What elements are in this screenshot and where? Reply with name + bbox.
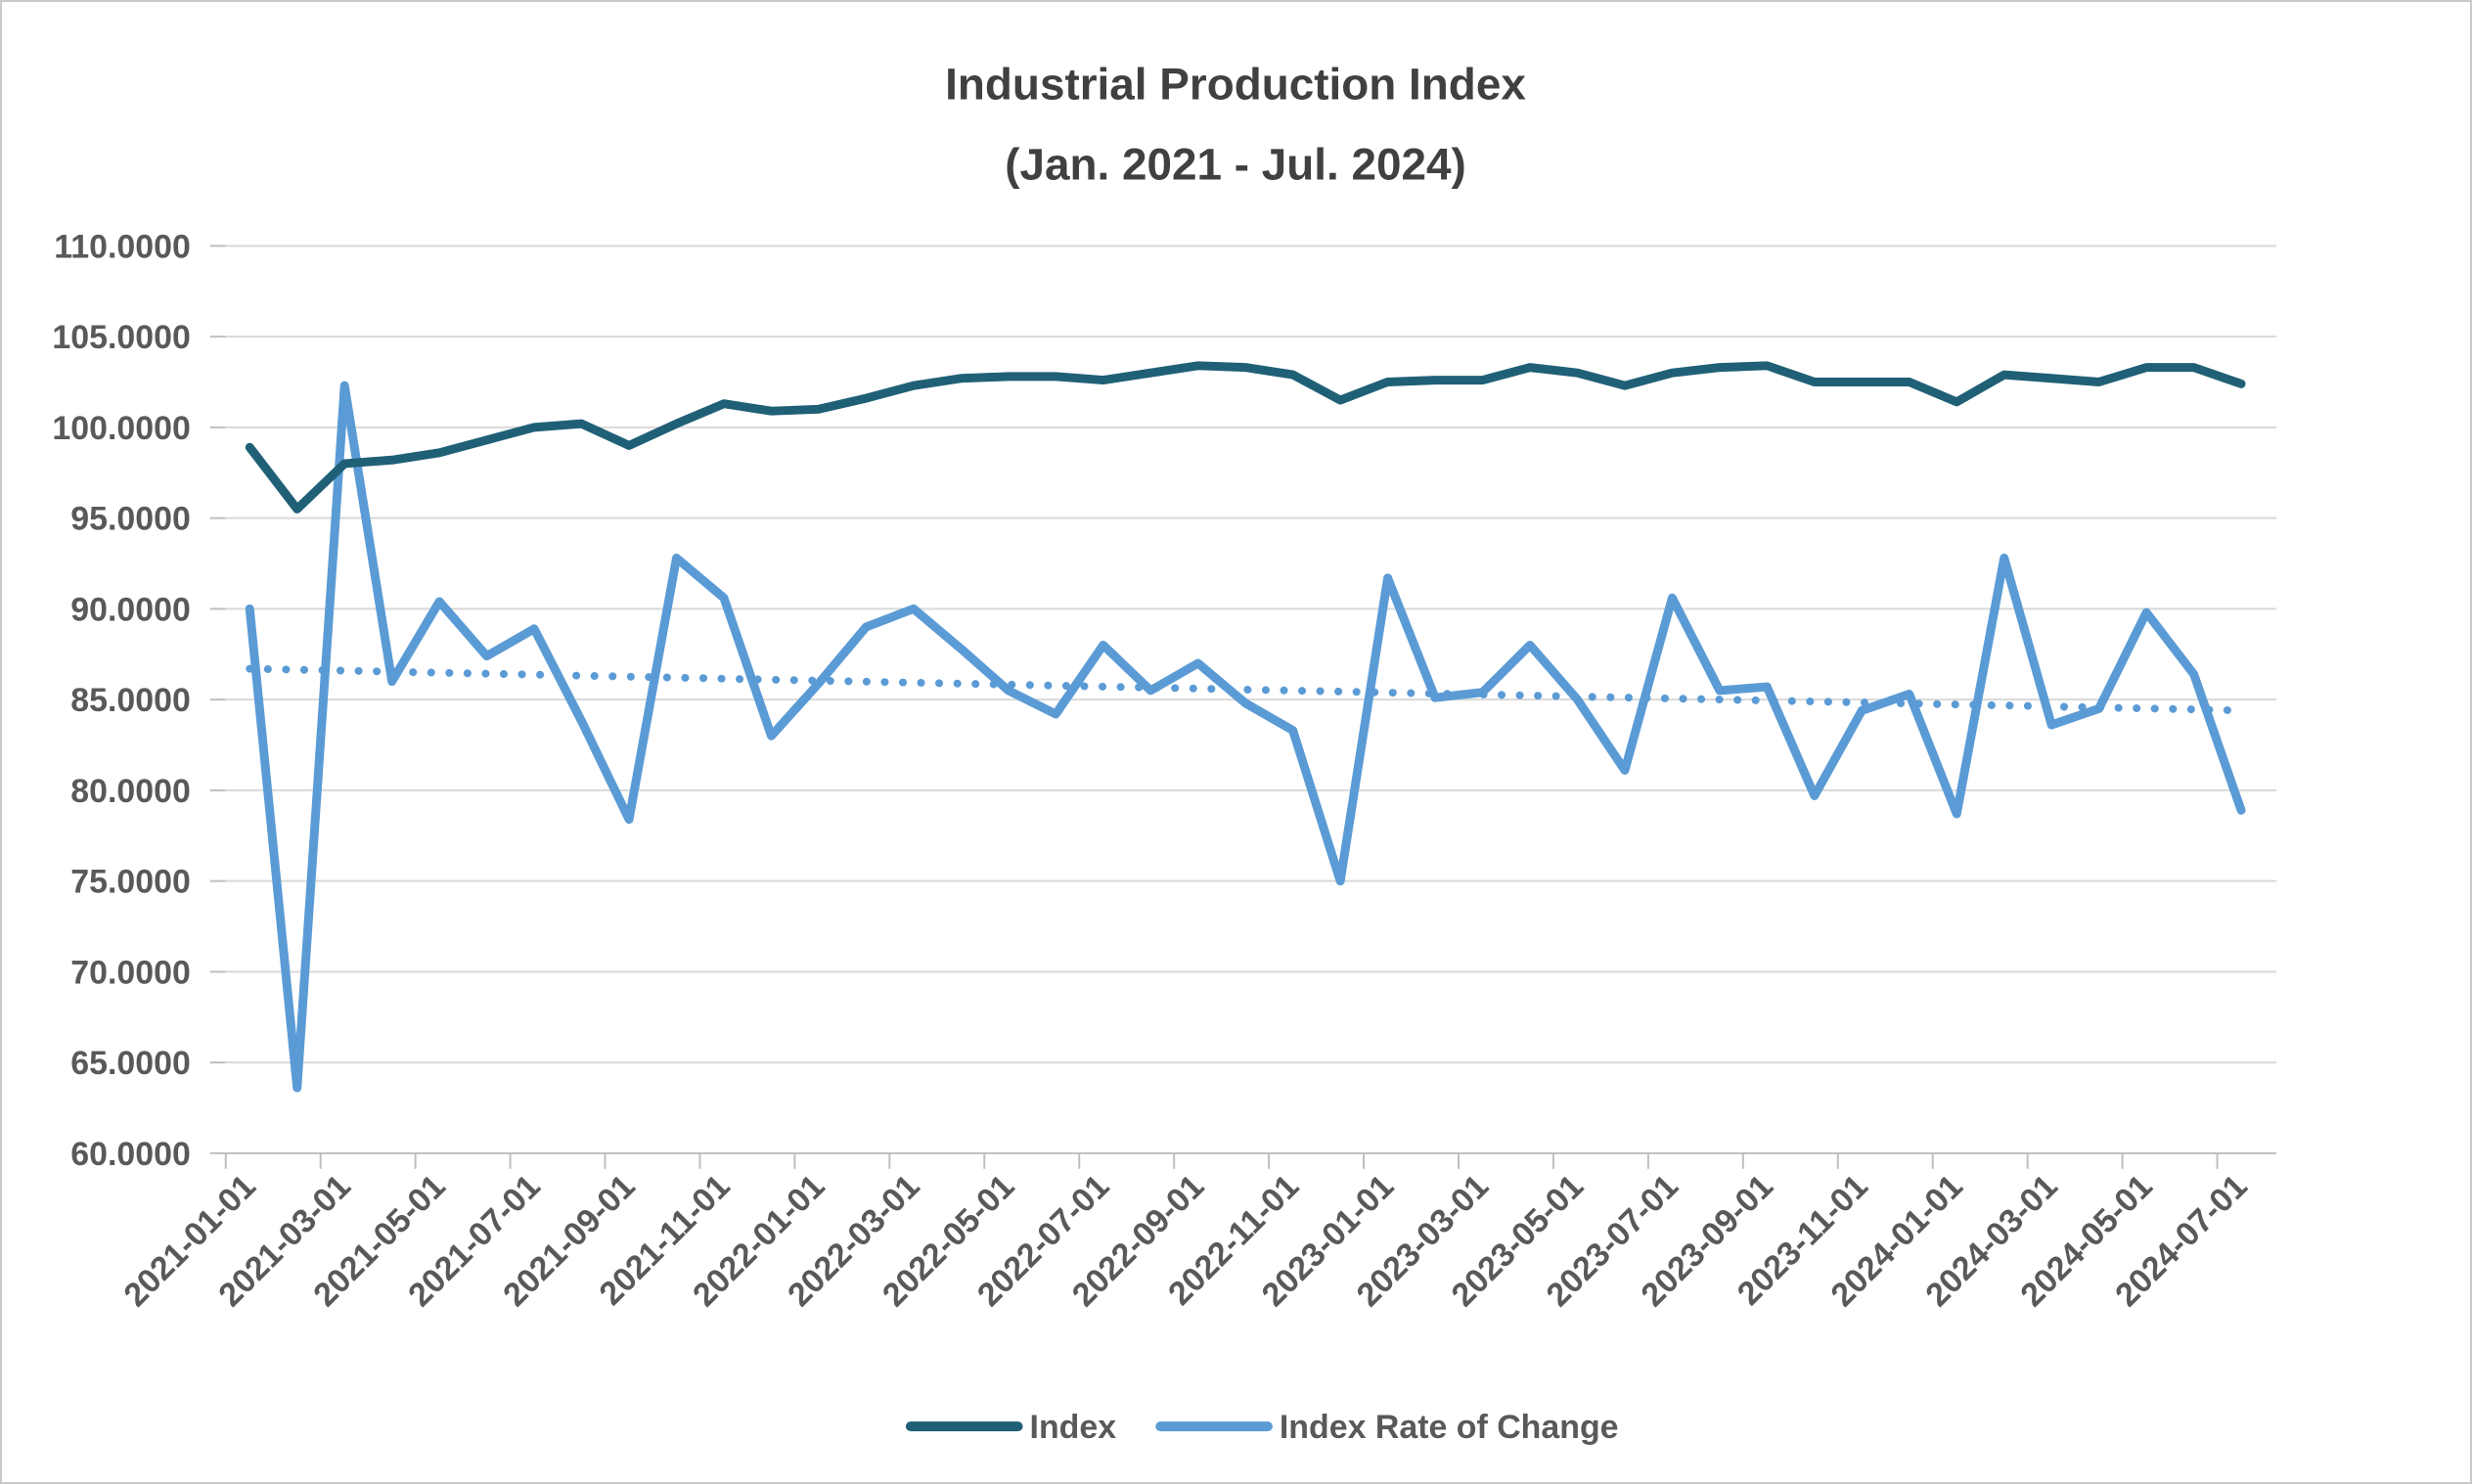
y-axis-label: 80.0000 [70, 773, 191, 810]
chart-title: Industrial Production Index [945, 59, 1526, 110]
series-layer [245, 361, 2246, 1093]
axis-layer: 110.0000 105.0000 100.0000 95.0000 90.0000 85… [52, 228, 2277, 1314]
legend-rate-label: Index Rate of Change [1280, 1409, 1619, 1446]
rate-trendline [246, 664, 2246, 715]
y-axis-label: 100.0000 [52, 410, 190, 447]
y-axis-label: 60.0000 [70, 1136, 191, 1173]
y-axis-label: 65.0000 [70, 1045, 191, 1082]
y-axis-label: 75.0000 [70, 864, 191, 901]
y-axis-label: 110.0000 [54, 228, 191, 265]
chart-subtitle: (Jan. 2021 - Jul. 2024) [1005, 139, 1466, 190]
rate-line [245, 381, 2246, 1093]
y-axis-label: 95.0000 [70, 501, 191, 538]
y-axis-label: 70.0000 [70, 954, 191, 991]
legend: Index Index Rate of Change [905, 1409, 1619, 1446]
y-axis-label: 90.0000 [70, 591, 191, 628]
legend-index-label: Index [1030, 1409, 1117, 1446]
y-axis-label: 85.0000 [70, 682, 191, 719]
index-line [245, 361, 2246, 514]
y-axis-label: 105.0000 [52, 319, 190, 356]
